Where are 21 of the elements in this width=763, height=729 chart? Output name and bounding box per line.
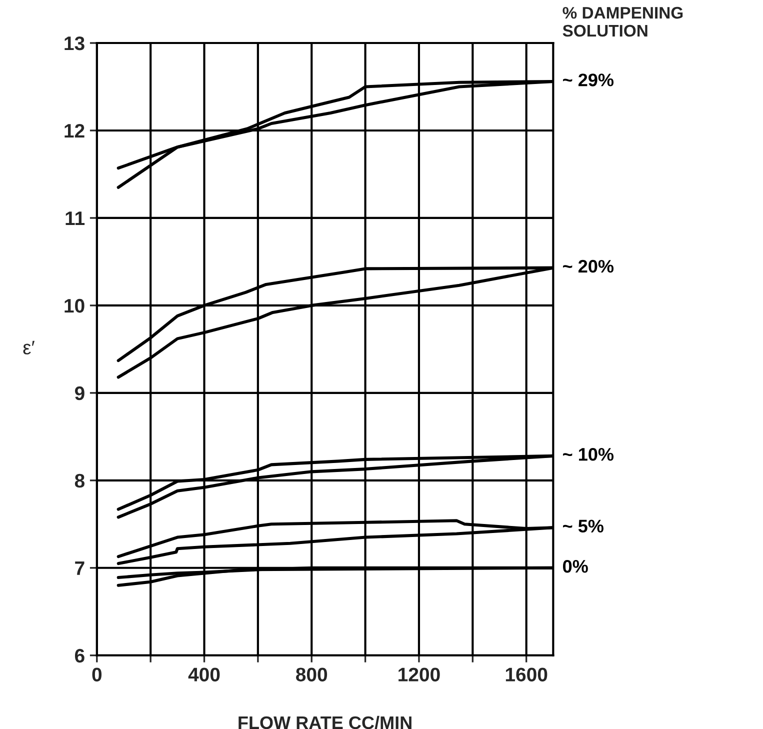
y-tick-label: 11 [66,212,85,226]
y-tick-label: 13 [64,36,84,50]
y-tick-label: 7 [75,562,84,575]
y-axis-title: ε′ [23,340,35,354]
x-tick-label: 1600 [506,668,548,682]
y-tick-label: 12 [64,124,84,138]
series-label: ~ 29% [563,74,614,86]
y-tick-label: 10 [64,298,84,313]
series-label: ~ 10% [563,448,614,461]
x-axis-title: FLOW RATE CC/MIN [238,716,412,729]
y-tick-label: 6 [74,648,84,663]
series-label: 0% [563,560,588,573]
x-tick-label: 400 [188,668,220,682]
y-tick-label: 8 [74,474,84,488]
legend-title: % DAMPENING SOLUTION [562,6,683,37]
y-tick-label: 9 [74,386,84,400]
x-tick-label: 800 [296,668,328,682]
x-tick-label: 0 [92,668,102,682]
x-tick-label: 1200 [398,668,440,682]
series-label: ~ 20% [563,260,614,273]
series-label: ~ 5% [563,520,604,532]
